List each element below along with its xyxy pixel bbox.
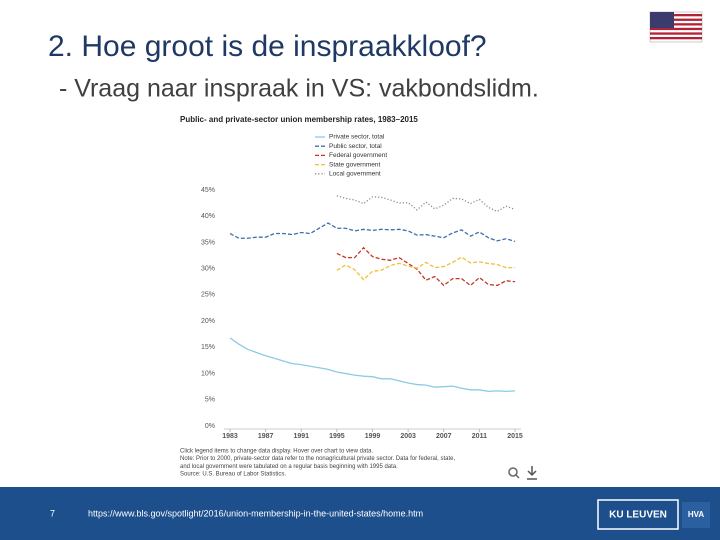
x-tick-label: 1999 xyxy=(365,433,381,440)
legend-label: State government xyxy=(329,161,381,168)
logo: KU LEUVEN xyxy=(609,510,667,521)
x-tick-label: 2015 xyxy=(507,433,523,440)
series-line xyxy=(336,195,516,213)
slide-title: 2. Hoe groot is de inspraakkloof? xyxy=(48,30,487,63)
x-tick-label: 1991 xyxy=(293,433,309,440)
logo-box xyxy=(597,499,679,530)
y-tick-label: 20% xyxy=(201,318,215,325)
series-line xyxy=(229,222,516,243)
chart: 0% 5% 10% 15% 20% 25% 30% 35% 40% 45% 1983 1987 1991… xyxy=(180,134,523,478)
y-tick-label: 30% xyxy=(201,266,215,273)
x-tick-label: 1987 xyxy=(258,433,274,440)
y-tick-label: 0% xyxy=(205,423,215,430)
series-line xyxy=(229,337,516,393)
logo2-box xyxy=(682,502,710,528)
chart-note: Click legend items to change data displa… xyxy=(180,449,373,455)
legend-label: Private sector, total xyxy=(329,134,385,141)
logo2: HVA xyxy=(688,510,705,519)
series-line xyxy=(336,256,515,281)
y-tick-label: 10% xyxy=(201,370,215,377)
legend-label: Public sector, total xyxy=(329,143,382,150)
x-tick-label: 1995 xyxy=(329,433,345,440)
legend-label: Local government xyxy=(329,171,381,178)
chart-note: and local government were tabulated on a… xyxy=(180,464,398,470)
source-url: https://www.bls.gov/spotlight/2016/union… xyxy=(88,508,423,518)
y-tick-label: 5% xyxy=(205,397,215,404)
y-tick-label: 15% xyxy=(201,344,215,351)
y-tick-label: 45% xyxy=(201,187,215,194)
x-tick-label: 1983 xyxy=(222,433,238,440)
slide-subtitle: - Vraag naar inspraak in VS: vakbondslid… xyxy=(52,75,539,103)
x-tick-label: 2003 xyxy=(400,433,416,440)
chart-title: Public- and private-sector union members… xyxy=(180,115,418,124)
chart-note: Note: Prior to 2000, private-sector data… xyxy=(180,456,455,462)
legend-label: Federal government xyxy=(329,152,387,159)
x-tick-label: 2007 xyxy=(436,433,452,440)
chart-note: Source: U.S. Bureau of Labor Statistics. xyxy=(180,471,286,477)
x-tick-label: 2011 xyxy=(472,433,487,440)
chart-tools xyxy=(508,466,537,480)
series-line xyxy=(336,246,516,287)
y-tick-label: 35% xyxy=(201,239,215,246)
y-tick-label: 25% xyxy=(201,292,215,299)
flag-icon xyxy=(649,11,703,43)
page-number: 7 xyxy=(50,508,55,518)
y-tick-label: 40% xyxy=(201,213,215,220)
